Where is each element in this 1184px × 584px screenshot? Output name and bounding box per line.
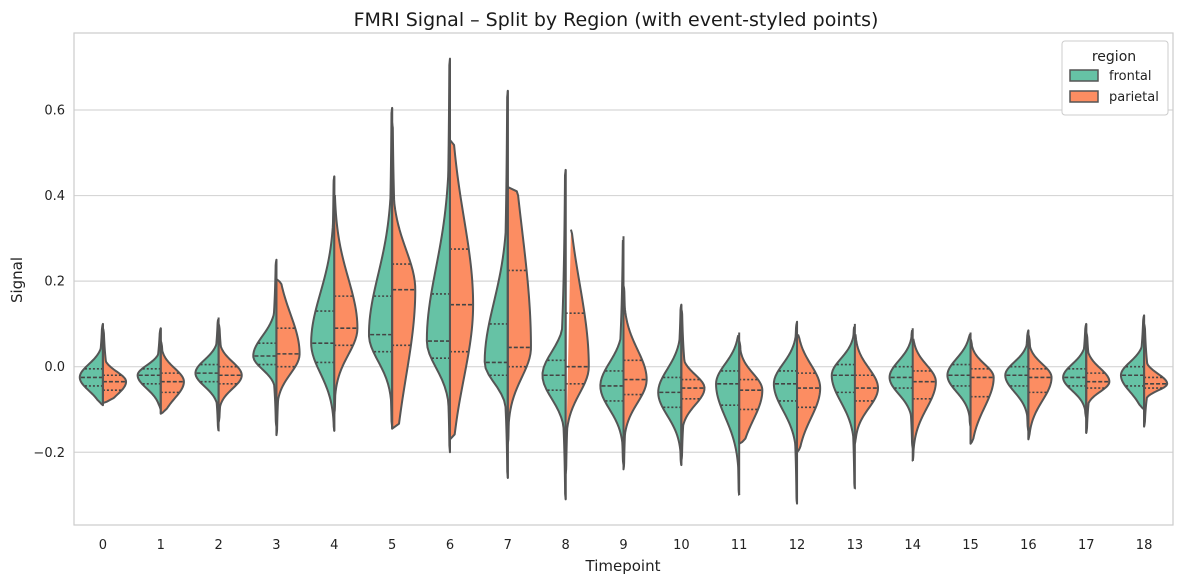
x-tick-label: 14 [904,538,921,553]
x-tick-label: 6 [446,538,454,553]
violin-half-parietal [738,340,764,445]
x-tick-label: 0 [99,538,107,553]
x-tick-labels: 0 1 2 3 4 5 6 7 8 9 10 11 12 13 14 15 16 17 18 [99,538,1153,553]
violin-half-frontal [772,320,799,505]
violin-half-frontal [599,239,625,466]
violin-half-frontal [657,303,683,467]
violin-half-parietal [506,186,532,445]
y-tick-label: 0.4 [44,189,65,204]
violin-half-frontal [425,57,451,454]
legend-title: region [1092,49,1136,65]
x-tick-label: 15 [962,538,979,553]
violin-half-frontal [541,168,567,501]
quartile-layer [79,58,1168,504]
violin-half-parietal [159,340,185,415]
x-tick-label: 4 [330,538,338,553]
x-tick-label: 16 [1020,538,1037,553]
violin-half-frontal [946,333,972,428]
y-axis-label: Signal [8,257,26,303]
y-tick-label: 0.6 [44,104,65,119]
violin-half-parietal [680,307,706,462]
x-tick-label: 8 [562,538,570,553]
x-tick-label: 12 [789,538,806,553]
violin-half-frontal [715,334,741,497]
chart-title: FMRI Signal – Split by Region (with even… [354,9,879,31]
violin-half-frontal [136,327,162,411]
violin-half-frontal [483,89,509,479]
x-tick-label: 18 [1136,538,1153,553]
x-tick-label: 7 [504,538,512,553]
violin-half-parietal [448,138,475,441]
y-tick-label: 0.2 [44,275,65,290]
violin-half-frontal [78,322,104,407]
plot-frame [73,32,1174,526]
x-tick-label: 11 [731,538,748,553]
violin-half-parietal [969,337,995,445]
y-tick-label: 0.0 [44,360,65,375]
violin-half-parietal [1085,331,1111,435]
violin-half-frontal [1119,314,1146,411]
x-tick-label: 2 [214,538,222,553]
x-tick-label: 17 [1078,538,1095,553]
violin-half-parietal [853,334,880,445]
violin-half-parietal [391,121,417,430]
violin-layer [78,57,1169,505]
x-tick-label: 3 [272,538,280,553]
legend: region frontal parietal [1061,40,1169,116]
x-tick-label: 10 [673,538,690,553]
violin-half-frontal [252,258,278,428]
violin-half-frontal [1004,329,1030,432]
violin-half-frontal [367,106,394,428]
y-tick-labels: −0.2 0.0 0.2 0.4 0.6 [33,104,65,461]
violin-half-frontal [830,326,856,490]
legend-label-frontal: frontal [1109,69,1152,84]
violin-half-parietal [622,284,648,471]
violin-half-parietal [1143,322,1169,428]
x-tick-label: 5 [388,538,396,553]
violin-half-parietal [333,194,359,415]
x-tick-label: 1 [157,538,165,553]
legend-swatch-parietal [1069,90,1099,103]
x-tick-label: 9 [619,538,627,553]
violin-half-frontal [194,319,220,432]
violin-half-parietal [796,334,822,454]
violin-half-parietal [911,338,937,462]
violin-half-parietal [1027,333,1053,441]
legend-swatch-frontal [1069,69,1099,82]
x-axis-label: Timepoint [585,557,661,575]
violin-half-parietal [275,278,301,437]
x-tick-label: 13 [847,538,864,553]
violin-half-parietal [564,229,590,475]
violin-half-parietal [217,322,243,424]
violin-half-frontal [310,175,336,432]
violin-half-frontal [1062,322,1088,420]
y-tick-label: −0.2 [33,446,65,461]
violin-half-parietal [101,327,128,405]
violin-half-frontal [888,330,914,449]
legend-label-parietal: parietal [1109,90,1159,105]
